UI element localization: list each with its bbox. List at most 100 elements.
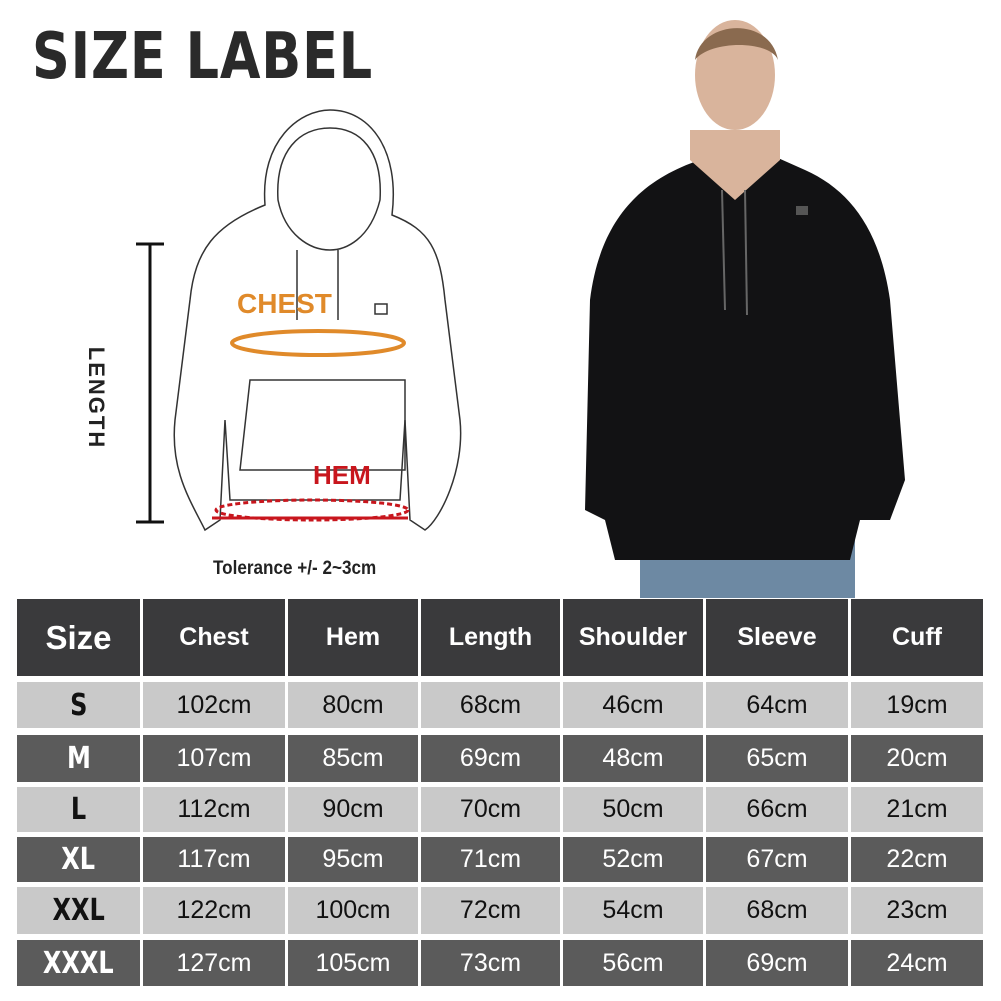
model-photo xyxy=(585,20,905,598)
measurement-cell: 64cm xyxy=(706,682,848,728)
measurement-cell: 107cm xyxy=(143,735,285,782)
size-cell: XXXL xyxy=(17,940,140,986)
measurement-value: 85cm xyxy=(322,744,384,772)
measurement-value: 100cm xyxy=(315,896,391,924)
hood-face xyxy=(277,127,381,251)
measurement-cell: 70cm xyxy=(421,787,560,832)
measurement-value: 122cm xyxy=(176,896,252,924)
length-measure xyxy=(136,242,164,524)
measurement-cell: 21cm xyxy=(851,787,983,832)
measurement-value: 112cm xyxy=(177,795,251,823)
measurement-value: 95cm xyxy=(322,845,384,873)
hem-measure xyxy=(214,498,410,522)
measurement-cell: 52cm xyxy=(563,837,703,882)
measurement-value: 70cm xyxy=(459,795,522,823)
measurement-cell: 69cm xyxy=(421,735,560,782)
measurement-value: 46cm xyxy=(602,690,664,719)
header-cell: Length xyxy=(421,599,560,676)
measurement-value: 73cm xyxy=(459,948,522,977)
measurement-value: 107cm xyxy=(176,744,252,772)
header-label: Sleeve xyxy=(737,623,817,651)
size-label: XXL xyxy=(52,893,105,928)
measurement-value: 56cm xyxy=(602,948,664,977)
header-cell: Size xyxy=(17,599,140,676)
header-cell: Sleeve xyxy=(706,599,848,676)
size-label: S xyxy=(69,687,88,723)
measurement-value: 68cm xyxy=(746,896,808,924)
pocket xyxy=(239,379,406,471)
size-cell: S xyxy=(17,682,140,728)
measurement-cell: 20cm xyxy=(851,735,983,782)
measurement-value: 24cm xyxy=(886,948,948,977)
measurement-cell: 65cm xyxy=(706,735,848,782)
measurement-value: 80cm xyxy=(322,690,384,719)
measurement-value: 65cm xyxy=(746,744,808,772)
size-cell: L xyxy=(17,787,140,832)
measurement-value: 69cm xyxy=(459,744,522,772)
length-label: LENGTH xyxy=(84,346,109,450)
measurement-cell: 48cm xyxy=(563,735,703,782)
measurement-cell: 68cm xyxy=(706,887,848,934)
measurement-value: 102cm xyxy=(176,690,252,719)
measurement-value: 50cm xyxy=(602,795,664,823)
measurement-cell: 67cm xyxy=(706,837,848,882)
size-label: L xyxy=(70,792,87,827)
measurement-value: 48cm xyxy=(602,744,664,772)
measurement-cell: 127cm xyxy=(143,940,285,986)
measurement-value: 52cm xyxy=(602,845,664,873)
measurement-cell: 19cm xyxy=(851,682,983,728)
chest-label: CHEST xyxy=(237,288,332,319)
measurement-cell: 95cm xyxy=(288,837,418,882)
header-label: Length xyxy=(448,623,533,651)
measurement-cell: 90cm xyxy=(288,787,418,832)
measurement-value: 21cm xyxy=(886,795,948,823)
hoodie-diagram xyxy=(136,20,905,598)
measurement-value: 66cm xyxy=(746,795,808,823)
measurement-cell: 46cm xyxy=(563,682,703,728)
size-label: XXXL xyxy=(43,945,114,981)
hem-label: HEM xyxy=(313,460,371,490)
size-cell: XXL xyxy=(17,887,140,934)
measurement-cell: 66cm xyxy=(706,787,848,832)
header-label: Hem xyxy=(325,623,381,651)
measurement-cell: 100cm xyxy=(288,887,418,934)
header-cell: Hem xyxy=(288,599,418,676)
measurement-cell: 23cm xyxy=(851,887,983,934)
measurement-cell: 50cm xyxy=(563,787,703,832)
measurement-cell: 72cm xyxy=(421,887,560,934)
measurement-value: 54cm xyxy=(602,896,664,924)
hoodie-outline xyxy=(173,109,462,532)
size-cell: XL xyxy=(17,837,140,882)
logo-patch xyxy=(374,303,388,315)
measurement-cell: 71cm xyxy=(421,837,560,882)
size-cell: M xyxy=(17,735,140,782)
measurement-value: 22cm xyxy=(886,845,948,873)
measurement-value: 64cm xyxy=(746,690,808,719)
measurement-cell: 122cm xyxy=(143,887,285,934)
measurement-value: 71cm xyxy=(459,845,522,873)
measurement-value: 68cm xyxy=(459,690,522,719)
header-label: Chest xyxy=(179,623,249,651)
header-label: Cuff xyxy=(892,623,942,651)
size-label: M xyxy=(66,741,91,776)
measurement-cell: 80cm xyxy=(288,682,418,728)
header-cell: Cuff xyxy=(851,599,983,676)
chest-measure xyxy=(230,329,406,357)
measurement-cell: 102cm xyxy=(143,682,285,728)
measurement-cell: 85cm xyxy=(288,735,418,782)
measurement-value: 127cm xyxy=(176,948,252,977)
measurement-value: 105cm xyxy=(315,948,391,977)
measurement-value: 90cm xyxy=(322,795,384,823)
measurement-value: 20cm xyxy=(886,744,948,772)
measurement-cell: 105cm xyxy=(288,940,418,986)
header-cell: Shoulder xyxy=(563,599,703,676)
measurement-value: 72cm xyxy=(459,896,522,924)
measurement-cell: 22cm xyxy=(851,837,983,882)
measurement-value: 69cm xyxy=(746,948,808,977)
measurement-value: 19cm xyxy=(886,690,948,719)
measurement-cell: 112cm xyxy=(143,787,285,832)
measurement-value: 67cm xyxy=(746,845,808,873)
measurement-cell: 73cm xyxy=(421,940,560,986)
tolerance-note: Tolerance +/- 2~3cm xyxy=(213,558,377,579)
